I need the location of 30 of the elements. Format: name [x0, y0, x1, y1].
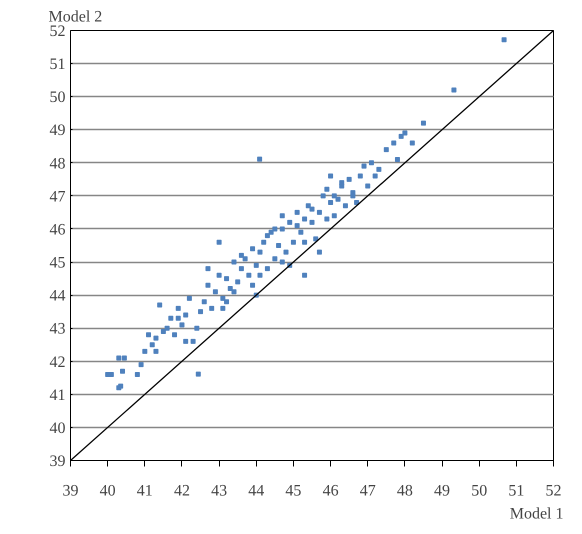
y-tick-label: 46 — [50, 221, 66, 238]
y-tick-label: 45 — [50, 254, 66, 272]
x-tick-label: 41 — [136, 482, 153, 500]
y-tick-label: 40 — [50, 420, 66, 437]
y-tick-label: 50 — [50, 89, 66, 106]
x-tick-label: 48 — [396, 482, 413, 500]
x-axis-title: Model 1 — [510, 506, 564, 522]
y-tick-label: 43 — [50, 320, 66, 338]
x-tick-label: 46 — [322, 482, 339, 500]
y-tick-label: 47 — [50, 188, 66, 206]
y-tick-label: 42 — [50, 354, 66, 371]
x-tick-label: 40 — [100, 482, 116, 500]
x-tick-label: 52 — [546, 482, 562, 500]
y-axis-title: Model 2 — [48, 8, 102, 26]
x-tick-label: 47 — [360, 482, 376, 500]
y-tick-label: 48 — [50, 155, 66, 172]
y-tick-label: 52 — [50, 23, 66, 40]
x-tick-label: 39 — [62, 482, 78, 500]
x-tick-label: 50 — [471, 482, 488, 500]
y-tick-label: 39 — [50, 453, 66, 470]
x-tick-label: 44 — [248, 482, 264, 500]
y-tick-label: 41 — [50, 386, 66, 404]
x-tick-label: 45 — [285, 482, 302, 500]
x-tick-label: 49 — [434, 482, 450, 500]
y-tick-label: 44 — [50, 288, 66, 305]
y-tick-label: 51 — [50, 56, 66, 74]
x-tick-label: 51 — [508, 482, 524, 500]
y-tick-label: 49 — [50, 122, 66, 140]
x-tick-label: 43 — [211, 482, 228, 500]
x-tick-label: 42 — [174, 482, 190, 500]
